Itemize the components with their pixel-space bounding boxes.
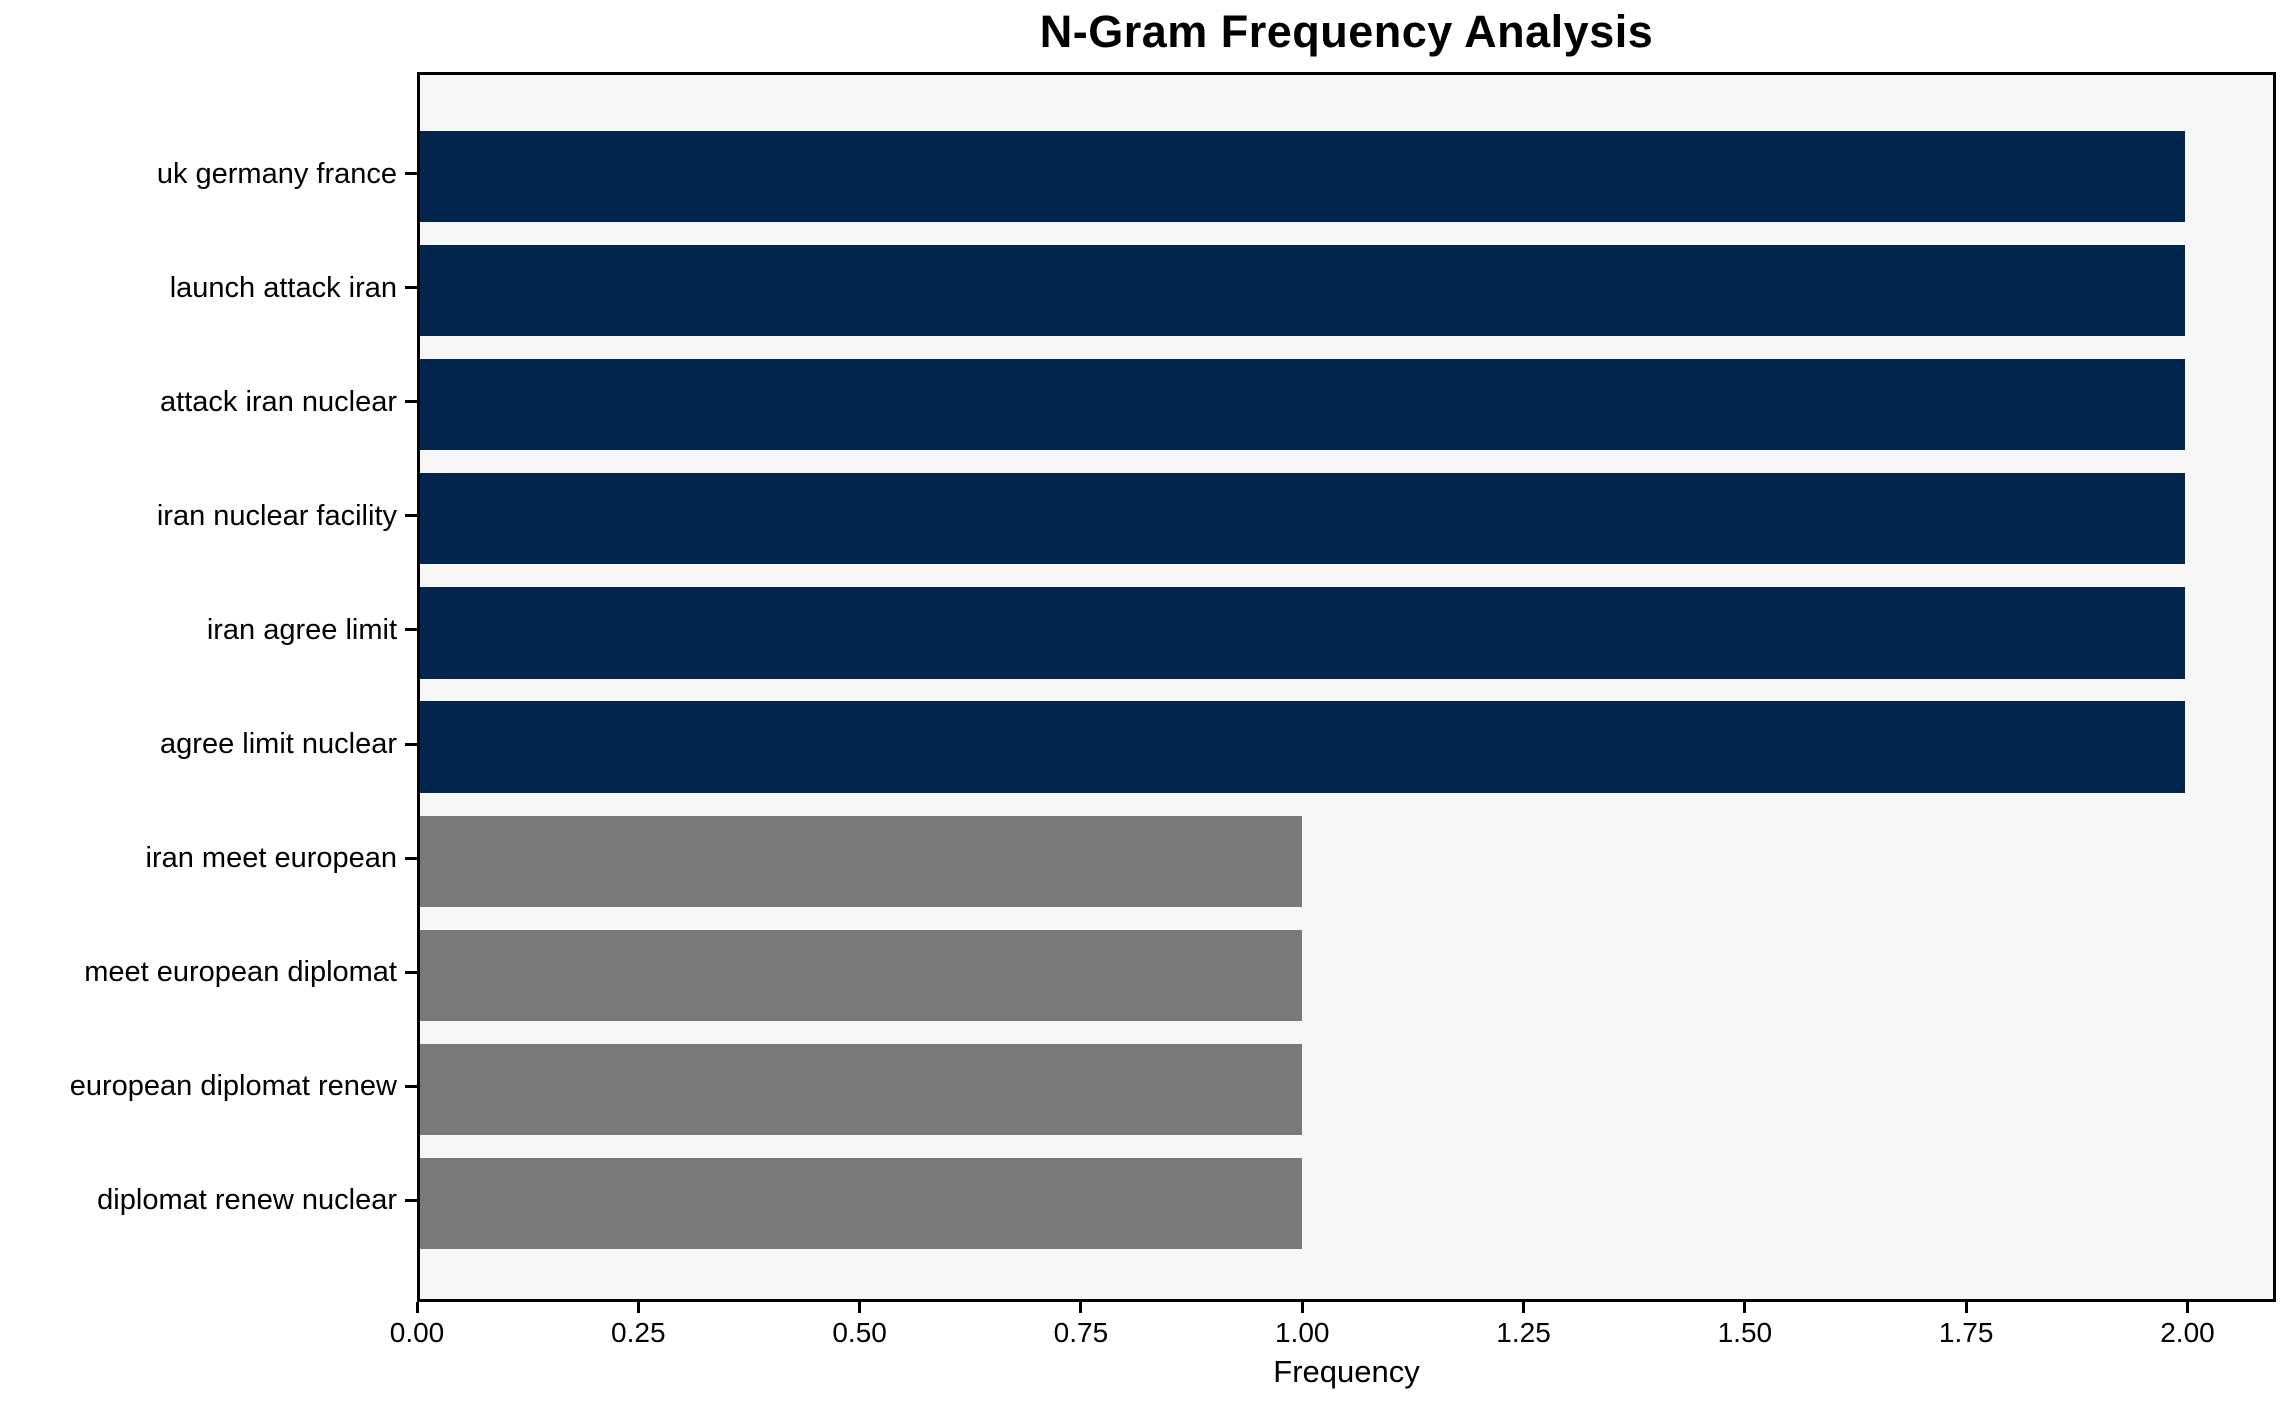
bar-meet-european-diplomat bbox=[420, 929, 1303, 1021]
plot-area bbox=[417, 72, 2276, 1302]
x-tick-mark bbox=[1964, 1302, 1968, 1313]
x-tick-mark bbox=[858, 1302, 862, 1313]
x-axis-label: Frequency bbox=[1273, 1354, 1420, 1389]
x-tick-label: 2.00 bbox=[2160, 1317, 2215, 1348]
x-tick-label: 1.50 bbox=[1717, 1317, 1773, 1348]
y-tick-label: iran nuclear facility bbox=[156, 499, 397, 532]
bar-iran-meet-european bbox=[420, 815, 1303, 907]
chart-title: N-Gram Frequency Analysis bbox=[1039, 6, 1654, 57]
bar-agree-limit-nuclear bbox=[420, 701, 2185, 793]
y-tick-mark bbox=[405, 172, 417, 176]
x-tick-label: 0.75 bbox=[1053, 1317, 1109, 1348]
x-tick-label: 1.25 bbox=[1496, 1317, 1551, 1348]
x-tick-label: 1.75 bbox=[1938, 1317, 1994, 1348]
y-tick-label: meet european diplomat bbox=[84, 956, 397, 989]
x-tick-label: 0.25 bbox=[611, 1317, 666, 1348]
x-tick-label: 0.00 bbox=[389, 1317, 445, 1348]
y-tick-mark bbox=[405, 400, 417, 404]
y-tick-mark bbox=[405, 628, 417, 632]
y-tick-label: european diplomat renew bbox=[69, 1070, 397, 1103]
x-tick-label: 1.00 bbox=[1274, 1317, 1330, 1348]
y-tick-mark bbox=[405, 514, 417, 518]
y-tick-mark bbox=[405, 1084, 417, 1088]
bar-iran-nuclear-facility bbox=[420, 473, 2185, 565]
x-tick-mark bbox=[1079, 1302, 1083, 1313]
y-tick-label: agree limit nuclear bbox=[160, 728, 397, 761]
x-tick-mark bbox=[1522, 1302, 1526, 1313]
x-tick-mark bbox=[2185, 1302, 2189, 1313]
y-tick-mark bbox=[405, 742, 417, 746]
bar-uk-germany-france bbox=[420, 130, 2185, 223]
y-tick-mark bbox=[405, 856, 417, 860]
x-tick-mark bbox=[1743, 1302, 1747, 1313]
x-tick-mark bbox=[636, 1302, 640, 1313]
y-tick-label: iran agree limit bbox=[206, 613, 397, 646]
bar-launch-attack-iran bbox=[420, 245, 2185, 337]
bar-diplomat-renew-nuclear bbox=[420, 1157, 1303, 1250]
y-tick-mark bbox=[405, 1198, 417, 1202]
y-tick-label: diplomat renew nuclear bbox=[97, 1184, 397, 1217]
bar-iran-agree-limit bbox=[420, 587, 2185, 679]
y-tick-label: launch attack iran bbox=[169, 271, 397, 304]
y-tick-mark bbox=[405, 286, 417, 290]
x-tick-label: 0.50 bbox=[832, 1317, 887, 1348]
bar-european-diplomat-renew bbox=[420, 1043, 1303, 1135]
y-tick-mark bbox=[405, 970, 417, 974]
y-tick-label: uk germany france bbox=[156, 157, 397, 190]
bar-attack-iran-nuclear bbox=[420, 359, 2185, 451]
y-tick-label: attack iran nuclear bbox=[160, 385, 397, 418]
x-tick-mark bbox=[1300, 1302, 1304, 1313]
x-tick-mark bbox=[415, 1302, 419, 1313]
y-tick-label: iran meet european bbox=[145, 842, 398, 875]
